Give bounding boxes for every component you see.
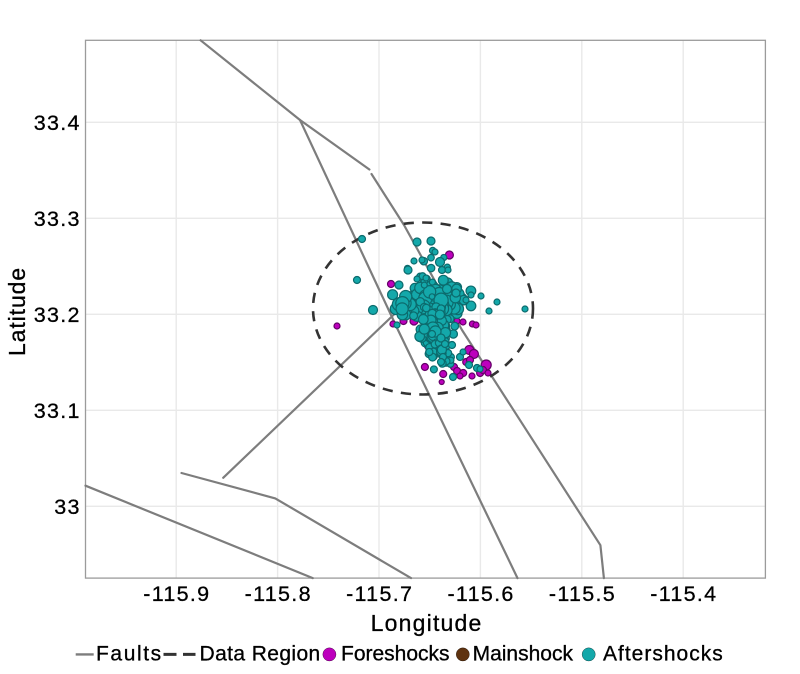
svg-text:Longitude: Longitude — [371, 610, 483, 636]
svg-text:33.1: 33.1 — [34, 399, 81, 423]
svg-text:-115.6: -115.6 — [447, 582, 514, 606]
svg-text:33: 33 — [54, 495, 81, 519]
svg-text:-115.8: -115.8 — [245, 582, 312, 606]
svg-text:-115.4: -115.4 — [650, 582, 717, 606]
svg-text:Latitude: Latitude — [4, 267, 30, 356]
svg-text:33.4: 33.4 — [34, 111, 81, 135]
svg-text:Aftershocks: Aftershocks — [603, 643, 724, 666]
svg-text:Foreshocks: Foreshocks — [341, 643, 450, 666]
svg-text:Data Region: Data Region — [200, 643, 321, 666]
svg-text:Mainshock: Mainshock — [473, 643, 574, 666]
svg-text:33.3: 33.3 — [34, 207, 81, 231]
svg-text:33.2: 33.2 — [34, 303, 81, 327]
svg-text:-115.9: -115.9 — [143, 582, 210, 606]
svg-text:-115.5: -115.5 — [549, 582, 616, 606]
svg-text:Faults: Faults — [96, 643, 163, 666]
svg-text:-115.7: -115.7 — [346, 582, 413, 606]
